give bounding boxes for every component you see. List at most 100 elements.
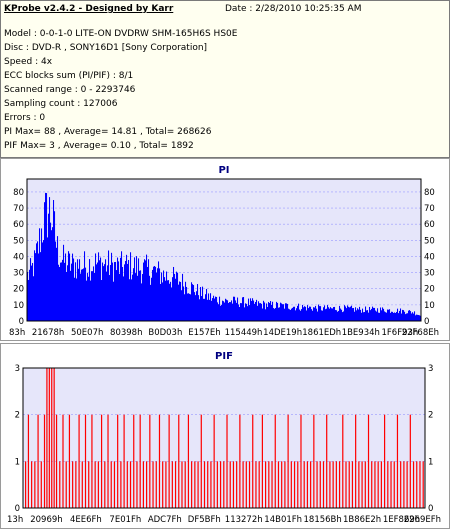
pi-bar — [269, 302, 271, 321]
pi-bar — [301, 309, 303, 321]
pi-bar — [319, 306, 321, 321]
pi-bar — [153, 266, 155, 321]
pif-bar — [355, 414, 357, 508]
pi-bar — [141, 283, 143, 321]
pi-bar — [383, 308, 385, 321]
pi-bar — [229, 302, 231, 321]
pi-bar — [113, 281, 115, 321]
pi-bar — [137, 275, 139, 321]
pif-bar — [293, 461, 296, 508]
pif-bar — [88, 461, 90, 508]
pi-bar — [252, 298, 254, 321]
pi-bar — [125, 260, 127, 321]
pi-bar — [357, 308, 359, 321]
pif-bar — [390, 461, 392, 508]
pi-bar — [187, 293, 189, 321]
pif-bar — [37, 414, 39, 508]
pi-bar — [174, 273, 176, 321]
pif-bar — [396, 414, 399, 508]
pi-bar — [258, 301, 260, 321]
pif-bar — [409, 414, 411, 508]
pi-bar — [41, 228, 43, 321]
pi-bar — [197, 284, 199, 321]
pi-bar — [238, 304, 240, 321]
pi-bar — [225, 298, 227, 321]
pi-bar — [90, 280, 92, 321]
pi-bar — [264, 302, 266, 321]
pi-bar — [389, 309, 391, 321]
pi-bar — [79, 259, 81, 321]
pi-bar — [61, 262, 63, 321]
pi-bar — [184, 294, 186, 321]
pif-bar — [239, 414, 241, 508]
scan-date: Date : 2/28/2010 10:25:35 AM — [225, 4, 362, 14]
pi-bar — [400, 308, 402, 321]
pi-bar — [99, 260, 101, 321]
pi-bar — [70, 270, 72, 321]
pi-bar — [218, 304, 220, 321]
x-tick-label: 4EE6Fh — [70, 515, 102, 525]
pi-bar — [372, 306, 374, 321]
pi-bar — [321, 310, 323, 321]
x-tick-label: 1F6F93h — [382, 328, 419, 338]
pi-bar — [360, 309, 362, 321]
pif-bar — [380, 461, 382, 508]
pi-bar — [172, 277, 174, 321]
pi-bar — [180, 281, 182, 321]
pi-bar — [163, 270, 165, 321]
pi-bar — [34, 250, 36, 321]
pif-bar — [223, 461, 225, 508]
pi-bar — [175, 278, 177, 321]
pi-bar — [323, 307, 325, 321]
pi-bar — [337, 311, 339, 321]
info-speed: Speed : 4x — [4, 57, 53, 67]
pif-bar — [72, 461, 74, 508]
x-tick-label: 21678h — [32, 328, 64, 338]
pi-bar — [387, 309, 389, 321]
pif-bar — [261, 414, 263, 508]
y-tick-label-right: 60 — [424, 220, 435, 230]
pi-bar — [76, 278, 78, 321]
pi-bar — [148, 259, 150, 321]
pi-bar — [84, 251, 86, 321]
pi-bar — [287, 303, 289, 321]
pif-bar — [232, 461, 235, 508]
pif-bar — [48, 368, 50, 508]
pif-bar — [322, 461, 325, 508]
pi-bar — [45, 192, 47, 321]
x-tick-label: B0D03h — [148, 328, 182, 338]
pi-bar — [65, 253, 67, 321]
pi-bar — [396, 311, 398, 321]
pi-bar — [231, 300, 233, 321]
pi-bar — [223, 301, 225, 321]
pi-bar — [91, 271, 93, 321]
pi-bar — [339, 305, 341, 321]
pi-bar — [96, 264, 98, 321]
pi-bar — [284, 308, 286, 321]
pif-bar — [142, 461, 144, 508]
pi-bar — [39, 228, 41, 321]
pif-bar — [274, 414, 276, 508]
pi-bar — [124, 264, 126, 321]
pi-bar — [71, 263, 73, 321]
y-tick-label-left: 70 — [13, 204, 24, 214]
pi-bar — [332, 308, 334, 321]
pi-bar — [237, 297, 239, 321]
pi-bar — [324, 305, 326, 321]
pi-bar — [168, 280, 170, 321]
pi-bar — [194, 292, 196, 321]
pif-bar — [174, 461, 177, 508]
pi-bar — [46, 193, 48, 321]
pi-bar — [31, 265, 33, 321]
pi-bar — [344, 305, 346, 321]
pi-bar — [402, 309, 404, 321]
x-tick-label: 1BE934h — [342, 328, 380, 338]
pi-bar — [186, 286, 188, 321]
pi-bar — [144, 259, 146, 321]
pi-bar — [213, 295, 215, 321]
pi-bar — [241, 303, 243, 321]
pif-bar — [219, 461, 222, 508]
pi-bar — [343, 311, 345, 321]
pi-bar — [415, 315, 417, 321]
pi-bar — [254, 303, 256, 321]
